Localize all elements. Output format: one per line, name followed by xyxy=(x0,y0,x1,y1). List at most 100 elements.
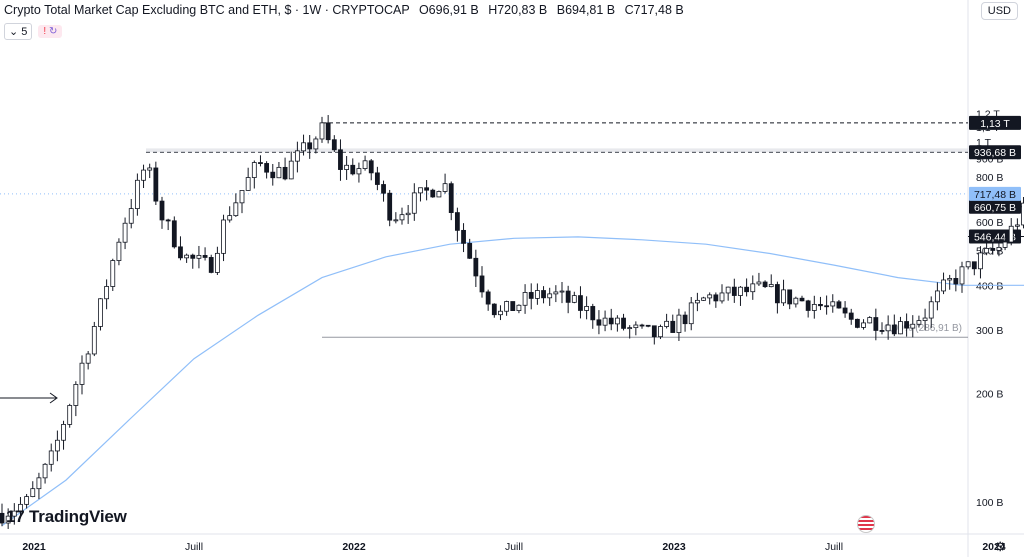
x-tick-label: 2022 xyxy=(342,541,366,553)
candle-body xyxy=(571,295,577,303)
candle-body xyxy=(159,200,165,221)
candle-body xyxy=(922,317,928,321)
candle-body xyxy=(664,320,670,327)
y-tick-label: 100 B xyxy=(976,497,1003,509)
candle-body xyxy=(134,179,140,209)
candle-body xyxy=(707,294,713,299)
x-tick-label: 2021 xyxy=(22,541,46,553)
currency-button[interactable]: USD xyxy=(980,2,1018,20)
candle-body xyxy=(387,192,393,221)
candle-body xyxy=(498,310,503,316)
candle-body xyxy=(473,257,479,277)
candle-body xyxy=(467,242,473,259)
candle-body xyxy=(171,220,177,248)
annotation-arrow-head xyxy=(49,392,58,404)
y-tick-label: 400 B xyxy=(976,280,1003,292)
gear-icon[interactable]: ⚙ xyxy=(994,539,1006,554)
resistance-zone xyxy=(146,148,968,153)
candle-body xyxy=(67,405,73,425)
candle-body xyxy=(479,275,485,293)
candle-body xyxy=(528,292,534,299)
candle-body xyxy=(842,307,848,314)
candle-body xyxy=(116,241,122,261)
candle-body xyxy=(824,305,830,308)
candle-body xyxy=(491,303,497,316)
candle-body xyxy=(738,286,743,296)
candle-body xyxy=(898,321,903,335)
level-label: 0,00% (286,91 B) xyxy=(884,323,962,334)
candle-body xyxy=(276,166,282,179)
y-tick-label: 500 B xyxy=(976,245,1003,257)
candle-body xyxy=(264,163,270,173)
y-tick-label: 600 B xyxy=(976,217,1003,229)
candle-body xyxy=(614,317,620,325)
candle-body xyxy=(208,257,214,273)
candle-body xyxy=(442,183,448,192)
candle-body xyxy=(307,142,313,150)
candle-body xyxy=(227,215,233,221)
candle-body xyxy=(98,298,103,327)
candle-body xyxy=(368,160,374,174)
candle-body xyxy=(288,160,294,180)
candle-body xyxy=(861,322,866,328)
candle-body xyxy=(547,293,553,299)
candle-body xyxy=(424,187,430,191)
candle-body xyxy=(941,279,946,292)
y-tick-label: 200 B xyxy=(976,389,1003,401)
candle-body xyxy=(830,301,836,307)
candle-body xyxy=(393,219,399,222)
candle-body xyxy=(774,284,780,304)
candle-body xyxy=(1014,224,1020,227)
candle-body xyxy=(30,488,36,498)
candle-body xyxy=(984,248,990,254)
candle-body xyxy=(1008,225,1014,243)
level-price-label-bg xyxy=(969,115,1021,130)
candle-body xyxy=(18,503,23,512)
candle-body xyxy=(374,172,380,185)
candle-body xyxy=(405,212,411,216)
candle-body xyxy=(713,294,719,302)
level-price-label-bg xyxy=(969,199,1021,214)
candle-body xyxy=(165,219,171,222)
candle-body xyxy=(879,330,885,332)
candle-body xyxy=(344,164,350,170)
candle-body xyxy=(534,290,540,299)
candle-body xyxy=(596,319,602,326)
ohlc-low: B694,81 B xyxy=(556,3,616,17)
symbol-title[interactable]: Crypto Total Market Cap Excluding BTC an… xyxy=(4,3,410,17)
candle-body xyxy=(904,321,910,329)
candle-body xyxy=(436,191,442,198)
y-tick-label: 800 B xyxy=(976,172,1003,184)
candle-body xyxy=(110,260,116,287)
candle-body xyxy=(381,184,386,194)
refresh-icon: ↻ xyxy=(48,26,58,37)
candle-body xyxy=(325,122,331,141)
x-tick-label: Juill xyxy=(185,541,203,553)
candle-body xyxy=(153,167,159,202)
candle-body xyxy=(36,477,42,490)
candle-body xyxy=(916,320,922,325)
candle-body xyxy=(565,290,571,303)
candle-body xyxy=(24,496,30,505)
candle-body xyxy=(11,510,17,517)
candle-body xyxy=(744,286,750,293)
x-tick-label: 2023 xyxy=(662,541,686,553)
candle-body xyxy=(756,281,762,285)
candle-body xyxy=(947,278,953,281)
candle-body xyxy=(178,246,183,259)
candle-body xyxy=(356,168,362,175)
candle-body xyxy=(338,149,343,170)
logo-mark-icon: 17 xyxy=(6,507,30,526)
candle-body xyxy=(196,255,202,259)
candle-body xyxy=(990,248,996,251)
candle-body xyxy=(461,229,466,244)
indicator-toggle[interactable]: ⌄ 5 xyxy=(4,23,33,40)
candle-body xyxy=(928,301,934,319)
candle-body xyxy=(959,266,965,285)
candle-body xyxy=(1002,241,1008,248)
indicator-row: ⌄ 5 ! ↻ xyxy=(4,23,63,40)
candle-body xyxy=(350,164,356,175)
us-flag-icon[interactable] xyxy=(857,515,875,533)
alert-status[interactable]: ! ↻ xyxy=(38,25,63,38)
